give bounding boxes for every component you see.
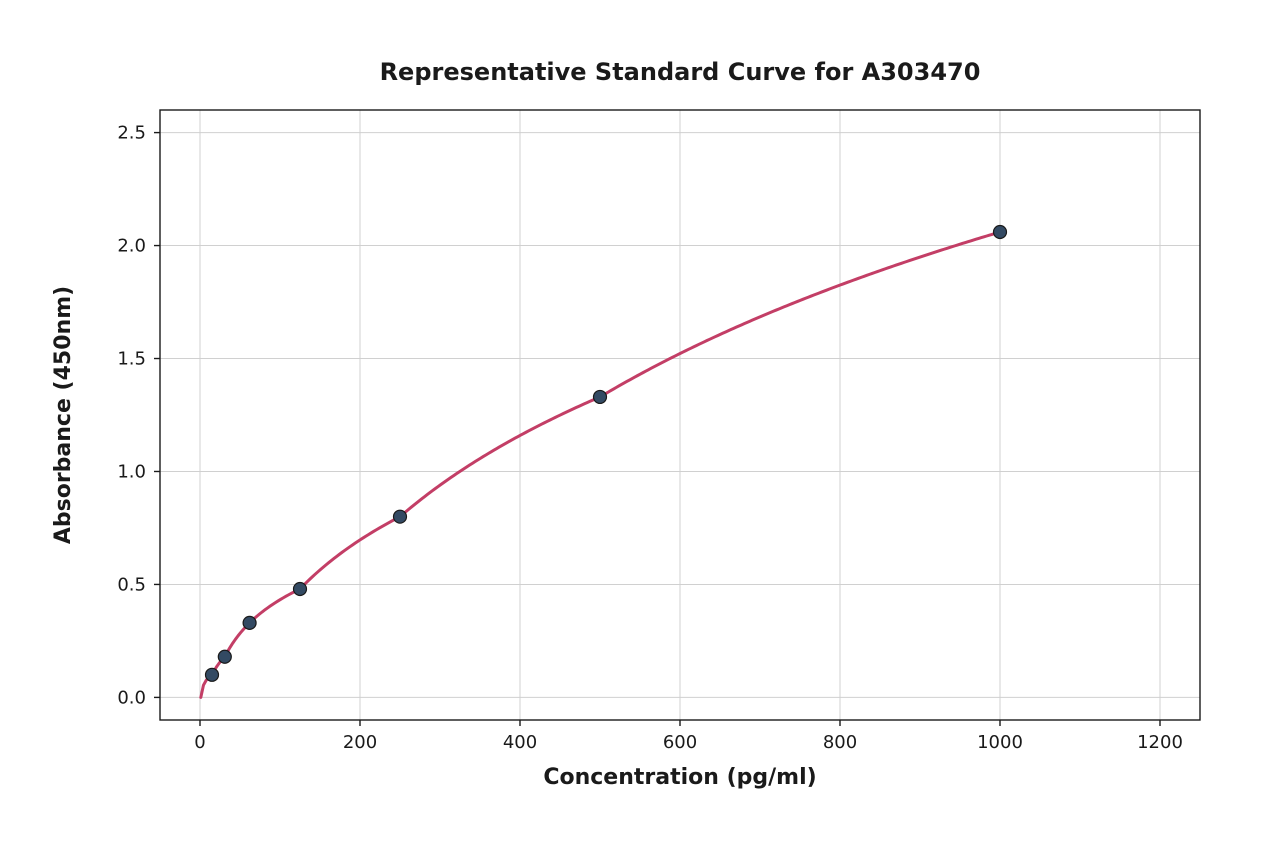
y-tick-label: 2.0 [117,236,146,257]
x-tick-label: 400 [503,732,537,753]
x-tick-label: 0 [194,732,205,753]
standard-curve-chart: 0 200 400 600 800 1000 1200 0.0 0.5 1.0 1.5 2.0 2.5 C… [0,0,1280,845]
data-point [994,226,1007,239]
chart-container: 0 200 400 600 800 1000 1200 0.0 0.5 1.0 1.5 2.0 2.5 C… [0,0,1280,845]
data-point [206,668,219,681]
y-tick-label: 1.5 [117,349,146,370]
y-axis-label: Absorbance (450nm) [51,286,76,544]
data-point [294,582,307,595]
data-point [594,390,607,403]
x-tick-label: 1000 [977,732,1023,753]
y-tick-label: 0.0 [117,687,146,708]
x-tick-label: 200 [343,732,377,753]
data-point [394,510,407,523]
y-tick-label: 1.0 [117,461,146,482]
x-tick-label: 800 [823,732,857,753]
chart-title: Representative Standard Curve for A30347… [380,58,981,86]
data-point [243,616,256,629]
y-tick-label: 0.5 [117,574,146,595]
y-tick-label: 2.5 [117,123,146,144]
data-point [218,650,231,663]
x-axis-label: Concentration (pg/ml) [543,765,816,790]
x-tick-label: 600 [663,732,697,753]
x-tick-label: 1200 [1137,732,1183,753]
